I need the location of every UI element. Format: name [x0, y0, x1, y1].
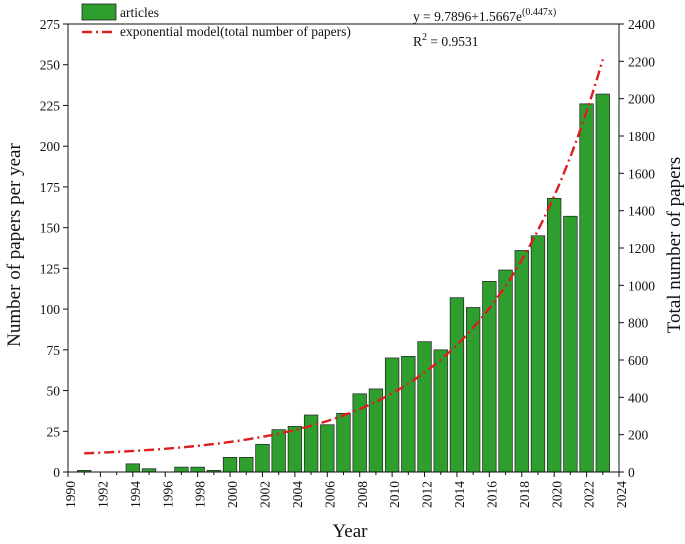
bar-2007 [336, 413, 351, 473]
line-layer [84, 59, 604, 455]
bar-2009 [368, 388, 384, 473]
bar-2004 [287, 426, 303, 473]
bar-2012 [417, 341, 432, 473]
bar-1997 [174, 466, 189, 473]
bar-2023 [595, 93, 610, 473]
x-tick-label-2024: 2024 [614, 481, 629, 508]
x-tick-label-2018: 2018 [517, 481, 532, 508]
bar-2008 [352, 393, 367, 473]
r-squared-value: = 0.9531 [427, 34, 479, 49]
x-tick-label-2014: 2014 [452, 481, 467, 508]
y2-tick-label-2200: 2200 [628, 54, 655, 69]
x-tick-label-1990: 1990 [63, 481, 78, 508]
x-axis-title: Year [332, 521, 368, 542]
y2-tick-label-600: 600 [628, 353, 649, 368]
y2-axis-title: Total number of papers [664, 157, 685, 333]
y-tick-label-225: 225 [40, 98, 61, 113]
legend-bar-label: articles [120, 5, 159, 20]
ticks-layer: 1990 1992 1994 1996 1998 2000 2002 2004 2006 2008… [40, 17, 656, 508]
bar-2021 [563, 215, 578, 473]
x-tick-label-2002: 2002 [258, 481, 273, 508]
bar-2013 [433, 349, 448, 473]
y-tick-label-150: 150 [40, 221, 61, 236]
equation-main: y = 9.7896+1.5667e [413, 9, 522, 24]
bar-2003 [271, 429, 286, 473]
legend: articles exponential model(total number … [81, 3, 351, 39]
bar-2022 [579, 103, 594, 473]
x-tick-label-2006: 2006 [322, 481, 337, 508]
bar-2020 [547, 197, 562, 473]
y2-tick-label-0: 0 [628, 465, 635, 480]
y2-tick-label-1400: 1400 [628, 204, 655, 219]
bar-2006 [320, 424, 335, 473]
y-axis-title: Number of papers per year [4, 143, 25, 347]
y-tick-label-0: 0 [53, 465, 60, 480]
r-squared-exponent: 2 [422, 32, 427, 43]
y-tick-label-100: 100 [40, 302, 61, 317]
x-tick-label-2012: 2012 [420, 481, 435, 508]
legend-line-label: exponential model(total number of papers… [120, 24, 351, 39]
x-tick-label-2000: 2000 [225, 481, 240, 508]
bar-2000 [222, 456, 238, 473]
equation-text: y = 9.7896+1.5667e(0.447x) [413, 7, 556, 24]
y-tick-label-175: 175 [40, 180, 61, 195]
y2-tick-label-2400: 2400 [628, 17, 655, 32]
y-tick-label-200: 200 [40, 139, 61, 154]
bar-2018 [514, 250, 529, 473]
bar-2019 [530, 235, 546, 473]
y2-tick-label-2000: 2000 [628, 92, 655, 107]
exponential-model-line [84, 59, 604, 455]
y2-tick-label-800: 800 [628, 316, 649, 331]
y2-tick-label-1800: 1800 [628, 129, 655, 144]
legend-bar-swatch [81, 3, 117, 21]
y2-tick-label-400: 400 [628, 390, 649, 405]
y-tick-label-275: 275 [40, 17, 61, 32]
y-tick-label-75: 75 [47, 343, 61, 358]
x-tick-label-2016: 2016 [484, 481, 499, 508]
y-tick-label-125: 125 [40, 261, 61, 276]
bar-2002 [255, 443, 270, 473]
x-tick-label-1992: 1992 [96, 481, 111, 508]
y-tick-label-50: 50 [47, 384, 61, 399]
bar-2014 [449, 297, 465, 473]
bar-1994 [125, 463, 140, 473]
x-tick-label-1996: 1996 [160, 481, 175, 508]
y-tick-label-25: 25 [47, 424, 61, 439]
r-squared-base: R [413, 34, 422, 49]
x-tick-label-1998: 1998 [193, 481, 208, 508]
y2-tick-label-1600: 1600 [628, 166, 655, 181]
equation-exponent: (0.447x) [522, 7, 556, 18]
equation-annotation: y = 9.7896+1.5667e(0.447x) R2 = 0.9531 [413, 7, 556, 49]
y2-tick-label-1000: 1000 [628, 278, 655, 293]
y-tick-label-250: 250 [40, 58, 61, 73]
r-squared-text: R2 = 0.9531 [413, 32, 479, 49]
bar-2010 [384, 357, 400, 473]
x-tick-label-2010: 2010 [387, 481, 402, 508]
x-tick-label-2004: 2004 [290, 481, 305, 508]
bar-2017 [498, 269, 513, 473]
bar-2011 [401, 355, 416, 473]
x-tick-label-2022: 2022 [582, 481, 597, 508]
bar-1998 [190, 466, 205, 473]
x-tick-label-2020: 2020 [549, 481, 564, 508]
x-tick-label-1994: 1994 [128, 481, 143, 508]
bar-2001 [239, 456, 254, 473]
bars-layer [77, 93, 610, 473]
x-tick-label-2008: 2008 [355, 481, 370, 508]
y2-tick-label-200: 200 [628, 428, 649, 443]
y2-tick-label-1200: 1200 [628, 241, 655, 256]
